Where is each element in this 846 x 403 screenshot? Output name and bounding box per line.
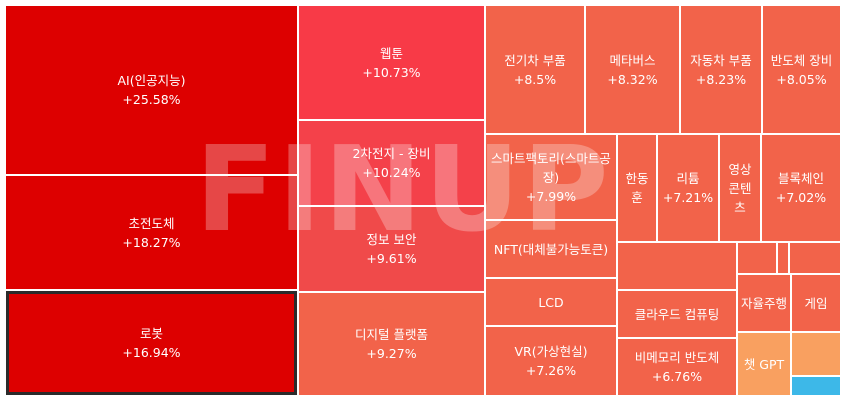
tile-value: +9.61% xyxy=(366,251,417,266)
empty-tile xyxy=(618,243,736,289)
empty-tile xyxy=(738,243,776,273)
tile: 2차전지 - 장비 +10.24% xyxy=(299,121,484,205)
tile: 반도체 장비 +8.05% xyxy=(763,6,840,133)
tile: 게임 xyxy=(792,275,840,331)
tile: 자율주행 xyxy=(738,275,790,331)
tile-value: +25.58% xyxy=(122,92,181,107)
tile-value: +6.76% xyxy=(651,369,703,384)
tile-name: 리튬 xyxy=(676,171,700,186)
tile: 디지털 플랫폼 +9.27% xyxy=(299,293,484,395)
tile: 리튬 +7.21% xyxy=(658,135,718,241)
tile-value: +8.23% xyxy=(695,71,747,87)
tile-name: AI(인공지능) xyxy=(117,73,186,88)
tile: LCD xyxy=(486,279,616,325)
tile-name: 로봇 xyxy=(139,326,163,341)
tile-name: 초전도체 xyxy=(128,215,175,231)
empty-tile xyxy=(792,377,840,395)
tile: 자동차 부품 +8.23% xyxy=(681,6,761,133)
tile-name: 2차전지 - 장비 xyxy=(352,146,431,161)
tile-name: 영상콘텐츠 xyxy=(728,161,752,215)
tile-value: +8.5% xyxy=(513,71,557,87)
tile-name: 전기차 부품 xyxy=(504,52,566,68)
tile-name: 웹툰 xyxy=(379,45,403,61)
tile: 한동훈 xyxy=(618,135,656,241)
tile-value: +7.99% xyxy=(525,188,577,204)
tile-name: 정보 보안 xyxy=(366,232,417,247)
tile: 클라우드 컴퓨팅 xyxy=(618,291,736,337)
tile-name: 클라우드 컴퓨팅 xyxy=(634,306,720,322)
tile-name: 한동훈 xyxy=(625,171,649,205)
tile: NFT(대체불가능토큰) xyxy=(486,221,616,277)
tile-value: +8.05% xyxy=(776,71,827,87)
tile: 웹툰 +10.73% xyxy=(299,6,484,119)
tile-value: +7.26% xyxy=(525,363,577,378)
empty-tile xyxy=(790,243,840,273)
tile-value: +10.24% xyxy=(362,165,421,180)
tile: VR(가상현실) +7.26% xyxy=(486,327,616,395)
tile-value: +18.27% xyxy=(122,234,181,250)
tile-name: 챗 GPT xyxy=(743,356,785,372)
tile: 로봇 +16.94% xyxy=(6,291,297,395)
tile-name: VR(가상현실) xyxy=(514,344,588,359)
tile: 초전도체 +18.27% xyxy=(6,176,297,289)
tile-value: +16.94% xyxy=(122,345,181,360)
tile-value: +9.27% xyxy=(366,346,417,361)
tile-name: NFT(대체불가능토큰) xyxy=(493,241,609,257)
tile: AI(인공지능) +25.58% xyxy=(6,6,297,174)
tile-name: 블록체인 xyxy=(777,171,824,186)
tile-name: 메타버스 xyxy=(609,52,656,68)
tile-value: +7.21% xyxy=(662,190,714,205)
tile-value: +8.32% xyxy=(607,71,658,87)
tile-name: 자동차 부품 xyxy=(690,52,752,68)
tile-name: LCD xyxy=(538,294,564,310)
tile: 챗 GPT xyxy=(738,333,790,395)
tile-value: +10.73% xyxy=(362,64,421,80)
tile-name: 비메모리 반도체 xyxy=(634,350,720,365)
empty-tile xyxy=(778,243,788,273)
tile-name: 자율주행 xyxy=(741,295,788,311)
tile-name: 반도체 장비 xyxy=(770,52,833,68)
tile-name: 디지털 플랫폼 xyxy=(355,327,428,342)
tile: 비메모리 반도체 +6.76% xyxy=(618,339,736,395)
empty-tile xyxy=(792,333,840,375)
tile: 전기차 부품 +8.5% xyxy=(486,6,584,133)
tile: 블록체인 +7.02% xyxy=(762,135,840,241)
tile: 메타버스 +8.32% xyxy=(586,6,679,133)
tile-name: 스마트팩토리(스마트공장) xyxy=(491,150,611,185)
tile-name: 게임 xyxy=(804,295,828,311)
tile: 정보 보안 +9.61% xyxy=(299,207,484,291)
tile: 스마트팩토리(스마트공장) +7.99% xyxy=(486,135,616,219)
tile-value: +7.02% xyxy=(775,190,827,205)
tile: 영상콘텐츠 xyxy=(720,135,760,241)
